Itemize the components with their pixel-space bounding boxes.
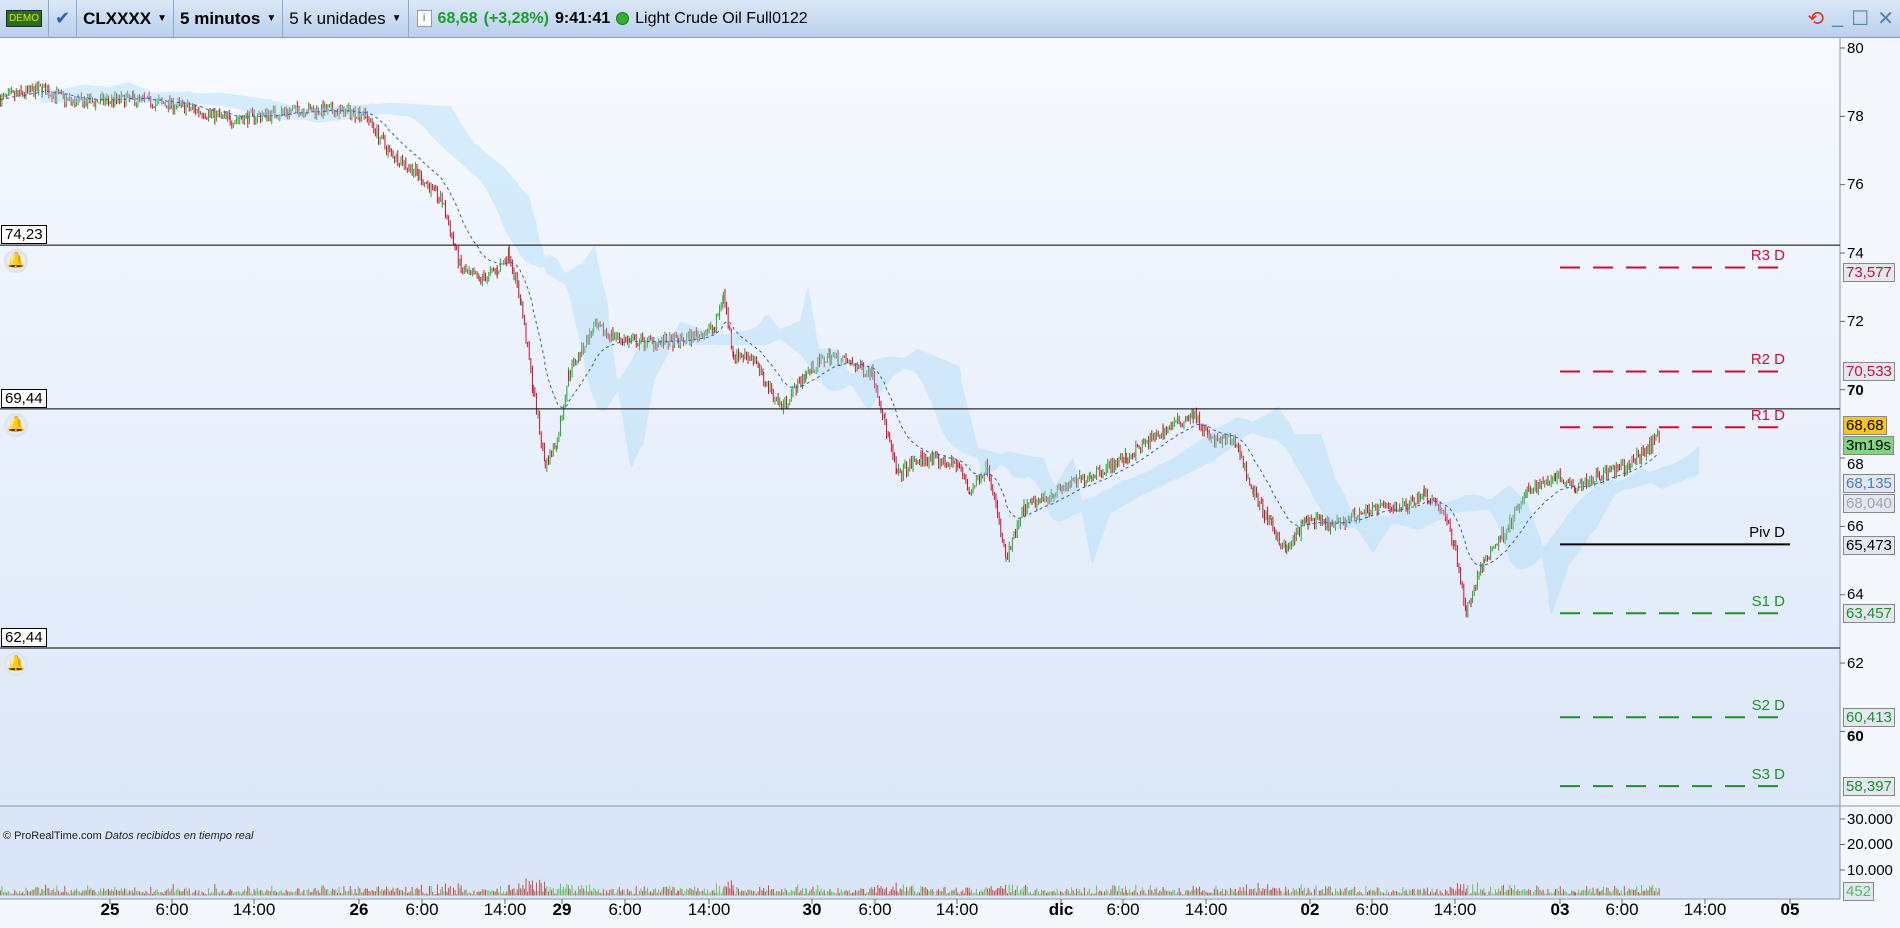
time-axis-label: 14:00 — [1184, 900, 1228, 919]
pivot-value-box: 63,457 — [1843, 604, 1895, 624]
price-chart[interactable]: 25 6:00 14:00 26 6:00 14:00 29 6:00 14:00 30 6:00 1… — [0, 38, 1900, 923]
time-axis-label: 14:00 — [483, 900, 527, 919]
pivot-label: R3 D — [1750, 247, 1785, 265]
ma-value-box: 68,135 — [1843, 474, 1895, 494]
time-axis-label: 14:00 — [232, 900, 276, 919]
time-axis-label: 14:00 — [1683, 900, 1727, 919]
time-axis-label: 14:00 — [935, 900, 979, 919]
time-axis-label: 14:00 — [1433, 900, 1477, 919]
chevron-down-icon: ▼ — [391, 13, 402, 24]
symbol-selector[interactable]: CLXXXX ▼ — [77, 0, 175, 38]
info-icon[interactable]: i — [416, 10, 432, 27]
pivot-label: S3 D — [1751, 766, 1785, 784]
pivot-value-box: 58,397 — [1843, 776, 1895, 796]
alert-price-label: 62,44 — [1, 628, 47, 648]
units-selector[interactable]: 5 k unidades ▼ — [283, 0, 409, 38]
moving-average-line — [0, 90, 1660, 567]
price-tick-label: 80 — [1847, 39, 1864, 57]
price-tick-label: 62 — [1847, 654, 1864, 672]
time-axis-label: 03 — [1550, 900, 1570, 919]
pivot-label: R1 D — [1750, 407, 1785, 425]
last-price-box: 68,68 — [1843, 416, 1887, 436]
chart-canvas[interactable] — [0, 38, 1900, 923]
price-tick-label: 60 — [1847, 727, 1864, 745]
watermark: © ProRealTime.com Datos recibidos en tie… — [3, 830, 254, 842]
bell-icon[interactable]: 🔔 — [4, 412, 28, 437]
time-axis-label: 6:00 — [858, 900, 892, 919]
pivot-value-box: 70,533 — [1843, 361, 1895, 381]
close-icon[interactable]: ✕ — [1877, 8, 1894, 30]
quote-info: i 68,68 (+3,28%) 9:41:41 Light Crude Oil… — [409, 10, 808, 28]
time-axis-label: 6:00 — [1605, 900, 1639, 919]
bell-icon[interactable]: 🔔 — [4, 652, 28, 677]
time-axis-label: 6:00 — [405, 900, 439, 919]
pivot-label: Piv D — [1749, 524, 1785, 542]
time-axis-label: 6:00 — [608, 900, 642, 919]
volume-tick-label: 30.000 — [1847, 810, 1893, 828]
price-tick-label: 70 — [1847, 381, 1864, 399]
minimize-icon[interactable]: _ — [1832, 6, 1844, 28]
status-dot-icon — [616, 12, 630, 25]
bell-icon[interactable]: 🔔 — [4, 249, 28, 274]
last-price: 68,68 — [437, 9, 478, 27]
price-panel — [0, 38, 1840, 806]
time-axis-label: 6:00 — [1106, 900, 1140, 919]
cloud-value-box: 68,040 — [1843, 494, 1895, 514]
price-tick-label: 78 — [1847, 107, 1864, 125]
price-tick-label: 74 — [1847, 244, 1864, 262]
toolbar: DEMO ✔ CLXXXX ▼ 5 minutos ▼ 5 k unidades ▼ … — [0, 0, 1900, 38]
price-tick-label: 64 — [1847, 586, 1864, 604]
time-axis-label: 26 — [349, 900, 369, 919]
price-tick-label: 66 — [1847, 517, 1864, 535]
time-axis-label: dic — [1048, 900, 1074, 919]
price-change: (+3,28%) — [483, 9, 549, 27]
time-axis-label: 6:00 — [155, 900, 189, 919]
pivot-value-box: 73,577 — [1843, 262, 1895, 282]
last-volume-box: 452 — [1843, 882, 1875, 902]
time-axis-label: 02 — [1300, 900, 1320, 919]
volume-panel — [0, 806, 1840, 899]
link-check-icon[interactable]: ✔ — [49, 0, 78, 38]
timeframe-selector[interactable]: 5 minutos ▼ — [174, 0, 284, 38]
price-tick-label: 68 — [1847, 456, 1864, 474]
alert-price-label: 74,23 — [1, 225, 47, 245]
chevron-down-icon: ▼ — [266, 13, 277, 24]
pivot-label: S1 D — [1751, 593, 1785, 611]
quote-time: 9:41:41 — [554, 9, 611, 27]
price-tick-label: 76 — [1847, 176, 1864, 194]
time-axis-label: 30 — [802, 900, 822, 919]
alert-price-label: 69,44 — [1, 388, 47, 408]
volume-tick-label: 20.000 — [1847, 836, 1893, 853]
demo-icon[interactable]: DEMO — [0, 0, 49, 38]
price-tick-label: 72 — [1847, 312, 1864, 330]
volume-tick-label: 10.000 — [1847, 861, 1893, 879]
maximize-icon[interactable]: ☐ — [1851, 8, 1870, 30]
time-axis-label: 14:00 — [687, 900, 731, 919]
time-axis-label: 05 — [1780, 900, 1800, 919]
time-axis-label: 29 — [552, 900, 572, 919]
pivot-value-box: 65,473 — [1843, 535, 1895, 555]
time-axis-label: 6:00 — [1355, 900, 1389, 919]
time-axis-label: 25 — [100, 900, 120, 919]
pivot-label: S2 D — [1751, 697, 1785, 715]
chevron-down-icon: ▼ — [157, 13, 168, 24]
instrument-name: Light Crude Oil Full0122 — [635, 9, 808, 27]
refresh-icon[interactable]: ⟲ — [1807, 8, 1825, 30]
pivot-value-box: 60,413 — [1843, 707, 1895, 727]
pivot-label: R2 D — [1750, 351, 1785, 369]
ichimoku-cloud — [40, 82, 1700, 616]
countdown-box: 3m19s — [1843, 436, 1895, 456]
